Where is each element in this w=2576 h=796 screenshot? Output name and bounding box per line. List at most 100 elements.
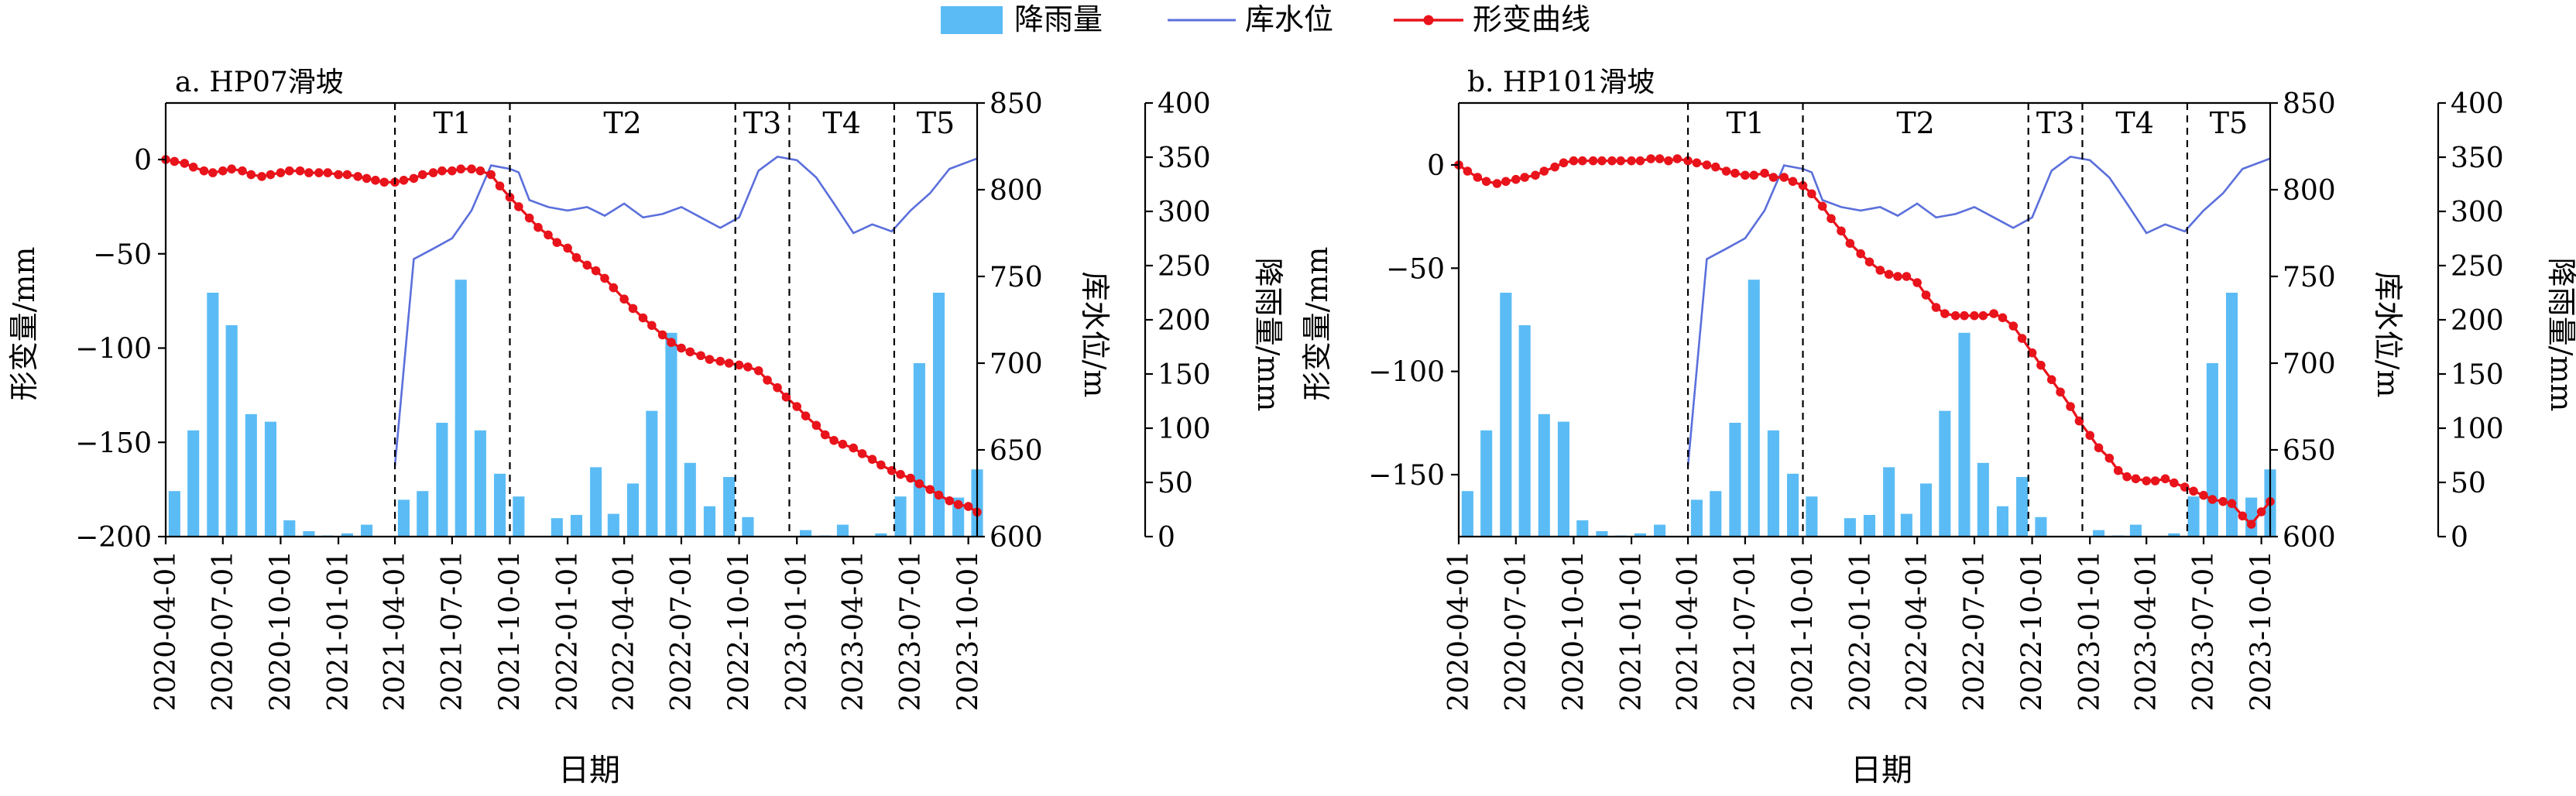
deformation-marker <box>1607 156 1617 166</box>
period-label: T3 <box>2036 106 2075 140</box>
deformation-marker <box>563 243 572 253</box>
rain-bar <box>2016 477 2029 537</box>
panel-b: b. HP101滑坡 形变量/mm 库水位/m 降雨量/mm 日期 T1 T2 T3… <box>1300 67 2576 788</box>
deformation-marker <box>1970 311 1979 321</box>
deformation-marker <box>773 383 782 393</box>
water-tick-label: 700 <box>2283 348 2336 380</box>
legend-deform-label: 形变曲线 <box>1473 2 1590 36</box>
x-tick-label: 2021-10-01 <box>495 551 527 712</box>
rain-bar <box>1900 513 1912 537</box>
rain-bar <box>1767 430 1779 537</box>
period-label: T5 <box>917 106 955 140</box>
water-tick-label: 750 <box>2283 262 2336 293</box>
rain-tick-label: 400 <box>2451 88 2504 120</box>
deformation-marker <box>1760 168 1769 178</box>
deformation-marker <box>1749 170 1759 180</box>
deformation-marker <box>838 439 848 449</box>
deformation-tick-label: −100 <box>75 334 152 365</box>
deformation-marker <box>284 166 294 176</box>
deformation-marker <box>685 347 695 357</box>
rain-bar <box>1710 491 1722 537</box>
deformation-marker <box>409 173 419 184</box>
deformation-marker <box>399 176 409 185</box>
rain-bar <box>1996 506 2009 537</box>
deformation-marker <box>1960 311 1969 321</box>
rain-bar <box>1654 524 1666 537</box>
deformation-marker <box>1856 249 1865 259</box>
x-tick-label: 2023-07-01 <box>2188 551 2220 712</box>
deformation-marker <box>2094 443 2104 453</box>
x-tick-label: 2020-07-01 <box>208 551 239 712</box>
rain-tick-label: 300 <box>2451 197 2504 228</box>
period-label: T5 <box>2210 106 2248 140</box>
deformation-tick-label: 0 <box>134 145 152 177</box>
deformation-marker <box>571 252 581 262</box>
deformation-marker <box>2104 453 2115 463</box>
rain-bar <box>1806 496 1818 537</box>
deformation-marker <box>619 294 629 304</box>
period-label: T2 <box>1896 106 1935 140</box>
x-tick-label: 2021-07-01 <box>1730 551 1761 712</box>
water-tick-label: 700 <box>990 348 1043 380</box>
legend-rain-label: 降雨量 <box>1014 2 1103 36</box>
water-tick-label: 800 <box>2283 175 2336 207</box>
y-axis-label-deformation: 形变量/mm <box>1300 247 1334 401</box>
deformation-marker <box>1539 166 1549 176</box>
rain-bar <box>1977 462 1989 537</box>
rain-bar <box>1538 413 1550 537</box>
x-tick-label: 2022-01-01 <box>1845 551 1877 712</box>
rain-bar <box>2187 496 2200 537</box>
deformation-marker <box>2066 402 2075 411</box>
deformation-marker <box>2256 507 2266 516</box>
rain-bar <box>2168 533 2180 537</box>
deformation-marker <box>1864 257 1875 267</box>
deformation-marker <box>753 365 763 376</box>
deformation-marker <box>208 168 218 177</box>
x-tick-label: 2022-10-01 <box>724 551 756 712</box>
rain-bar <box>703 506 716 537</box>
rain-bar <box>1786 473 1799 537</box>
period-label: T4 <box>2115 106 2154 140</box>
water-tick-label: 600 <box>2283 522 2336 554</box>
x-tick-label: 2022-04-01 <box>1902 551 1933 712</box>
deformation-marker <box>1893 272 1902 281</box>
y-axis-label-water: 库水位/m <box>2371 272 2405 398</box>
deformation-marker <box>1569 156 1579 166</box>
rain-bar <box>1461 491 1473 537</box>
rain-bar <box>590 467 602 537</box>
rain-tick-label: 350 <box>2451 142 2504 174</box>
deformation-marker <box>1559 158 1569 168</box>
rain-tick-label: 100 <box>2451 413 2504 445</box>
rain-bar <box>1883 467 1895 537</box>
deformation-marker <box>781 393 791 402</box>
rain-tick-label: 0 <box>1158 522 1175 554</box>
deformation-marker <box>867 455 877 464</box>
x-tick-label: 2022-04-01 <box>609 551 640 712</box>
deformation-marker <box>896 469 905 479</box>
rain-bar <box>1576 520 1589 537</box>
water-tick-label: 800 <box>990 175 1043 207</box>
deformation-marker <box>1702 160 1712 170</box>
deformation-marker <box>1940 309 1950 318</box>
deformation-tick-label: −50 <box>93 239 152 271</box>
rain-bar <box>800 530 812 537</box>
y-axis-label-deformation: 形变量/mm <box>7 247 41 401</box>
deformation-marker <box>257 172 266 181</box>
deformation-marker <box>2189 486 2198 496</box>
deformation-marker <box>705 355 715 364</box>
deformation-marker <box>792 402 802 411</box>
deformation-marker <box>914 479 924 489</box>
deformation-marker <box>829 436 839 445</box>
rain-bar <box>570 515 583 537</box>
deformation-marker <box>1741 170 1750 180</box>
deformation-marker <box>1798 180 1808 190</box>
deformation-marker <box>2238 511 2248 521</box>
rain-bar <box>2245 497 2258 537</box>
deformation-marker <box>371 176 380 185</box>
rain-bar <box>436 423 448 537</box>
deformation-marker <box>1875 266 1885 275</box>
x-tick-label: 2022-07-01 <box>666 551 698 712</box>
deformation-marker <box>638 313 648 323</box>
x-tick-label: 2023-07-01 <box>895 551 927 712</box>
deformation-marker <box>1912 278 1922 287</box>
